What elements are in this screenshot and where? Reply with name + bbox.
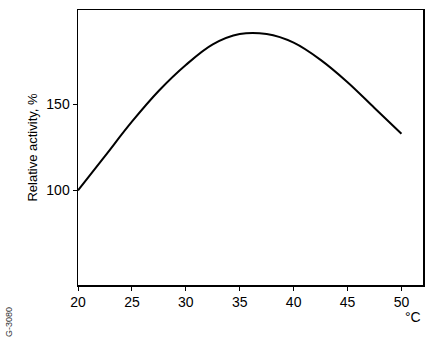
svg-text:30: 30 <box>178 294 194 310</box>
svg-text:35: 35 <box>232 294 248 310</box>
svg-text:50: 50 <box>394 294 410 310</box>
svg-text:°C: °C <box>405 309 421 325</box>
svg-text:25: 25 <box>124 294 140 310</box>
svg-text:G-3080: G-3080 <box>4 307 14 337</box>
svg-text:Relative activity, %: Relative activity, % <box>25 93 40 202</box>
svg-text:100: 100 <box>46 182 70 198</box>
svg-text:40: 40 <box>286 294 302 310</box>
svg-text:20: 20 <box>70 294 86 310</box>
svg-text:150: 150 <box>46 96 70 112</box>
svg-text:45: 45 <box>340 294 356 310</box>
